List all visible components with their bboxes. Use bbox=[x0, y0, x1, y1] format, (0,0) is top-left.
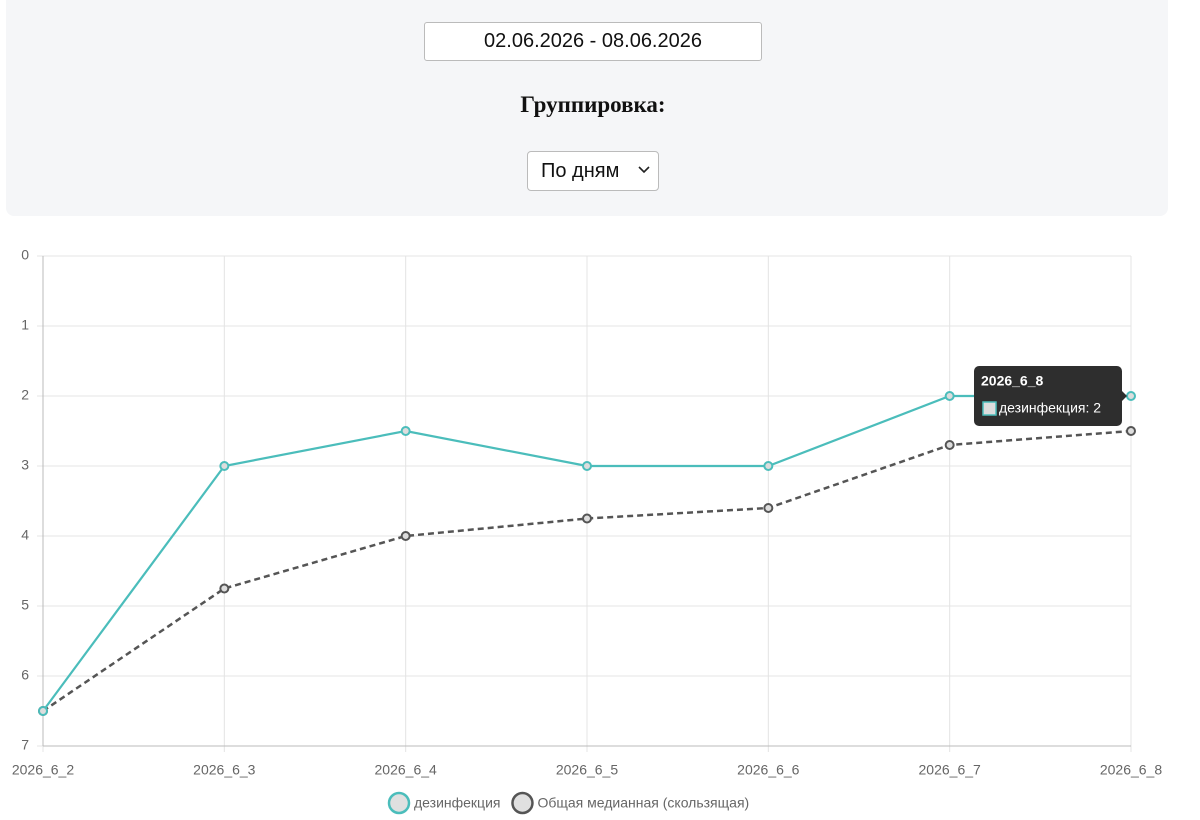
legend-label: Общая медианная (скользящая) bbox=[537, 795, 749, 811]
data-point bbox=[763, 461, 774, 471]
x-tick-label: 2026_6_5 bbox=[556, 762, 619, 778]
data-point bbox=[219, 583, 230, 594]
data-point bbox=[400, 531, 411, 541]
date-range-input[interactable]: 02.06.2026 - 08.06.2026 bbox=[424, 22, 762, 61]
tooltip: 2026_6_8 дезинфекция: 2 bbox=[974, 366, 1127, 426]
y-tick-label: 4 bbox=[21, 527, 29, 543]
legend-marker bbox=[511, 791, 534, 815]
data-point bbox=[944, 391, 955, 401]
tooltip-arrow bbox=[1121, 390, 1127, 402]
y-tick-label: 2 bbox=[21, 387, 29, 403]
chevron bbox=[638, 166, 650, 174]
data-point bbox=[944, 440, 955, 450]
y-tick-label: 0 bbox=[21, 247, 29, 263]
x-tick-label: 2026_6_6 bbox=[737, 762, 800, 778]
legend-marker bbox=[387, 791, 411, 815]
data-point bbox=[38, 706, 48, 716]
data-point bbox=[219, 461, 230, 471]
tooltip-box bbox=[974, 366, 1122, 426]
tooltip-swatch bbox=[982, 401, 997, 416]
x-tick-label: 2026_6_8 bbox=[1100, 762, 1163, 778]
legend-label: дезинфекция bbox=[414, 795, 500, 811]
grouping-select[interactable]: По дням bbox=[527, 151, 659, 191]
x-tick-label: 2026_6_3 bbox=[193, 762, 256, 778]
x-tick-label: 2026_6_2 bbox=[12, 762, 75, 778]
tooltip-title: 2026_6_8 bbox=[981, 373, 1044, 389]
y-tick-label: 3 bbox=[21, 457, 29, 473]
chart: 0 1 2 3 4 5 6 7 2026_6_2 2026_6_3 2026_6_4 2026_6_5… bbox=[12, 247, 1163, 815]
tooltip-label: дезинфекция: 2 bbox=[999, 400, 1101, 416]
y-tick-label: 1 bbox=[21, 317, 29, 333]
data-point bbox=[1126, 391, 1136, 401]
data-point bbox=[400, 426, 411, 436]
data-point bbox=[1126, 426, 1136, 436]
y-tick-label: 7 bbox=[21, 737, 29, 753]
data-point bbox=[582, 461, 592, 471]
y-tick-label: 5 bbox=[21, 597, 29, 613]
x-tick-label: 2026_6_7 bbox=[919, 762, 982, 778]
y-tick-label: 6 bbox=[21, 667, 29, 683]
grouping-label: Группировка: bbox=[520, 92, 666, 117]
filter-panel: 02.06.2026 - 08.06.2026 Группировка: По … bbox=[6, 0, 1168, 216]
data-point bbox=[582, 513, 592, 524]
grouping-value: По дням bbox=[541, 160, 620, 182]
x-tick-label: 2026_6_4 bbox=[375, 762, 438, 778]
data-point bbox=[763, 503, 774, 513]
